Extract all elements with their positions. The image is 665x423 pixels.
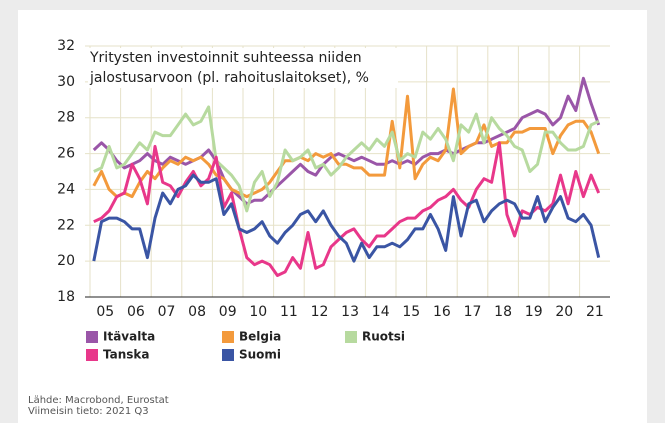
x-tick-label: 17 [464, 304, 482, 320]
legend-swatch [222, 349, 234, 361]
x-tick-label: 10 [249, 304, 267, 320]
series-line [92, 87, 601, 199]
y-tick-label: 20 [57, 253, 75, 269]
x-tick-label: 16 [433, 304, 451, 320]
x-tick-label: 15 [402, 304, 420, 320]
source-note: Lähde: Macrobond, Eurostat [28, 395, 169, 406]
y-tick-label: 26 [57, 146, 75, 162]
x-tick-label: 21 [586, 304, 604, 320]
y-tick-label: 22 [57, 217, 75, 233]
x-tick-label: 07 [158, 304, 176, 320]
chart-title: jalostusarvoon (pl. rahoituslaitokset), … [89, 70, 369, 86]
legend-label: Itävalta [103, 330, 155, 344]
x-tick-label: 05 [96, 304, 114, 320]
legend-swatch [86, 349, 98, 361]
legend-label: Suomi [239, 348, 281, 362]
x-tick-label: 12 [311, 304, 329, 320]
y-tick-label: 32 [57, 38, 75, 54]
legend-label: Belgia [239, 330, 281, 344]
legend-label: Tanska [103, 348, 150, 362]
x-tick-label: 14 [372, 304, 390, 320]
y-tick-label: 24 [57, 181, 75, 197]
chart-title: Yritysten investoinnit suhteessa niiden [89, 50, 362, 66]
series-line [92, 173, 601, 263]
source-note: Viimeisin tieto: 2021 Q3 [28, 406, 149, 417]
legend-label: Ruotsi [362, 330, 405, 344]
series-line [93, 105, 600, 213]
legend-swatch [86, 331, 98, 343]
y-tick-label: 18 [57, 289, 75, 305]
x-tick-label: 08 [188, 304, 206, 320]
legend-swatch [222, 331, 234, 343]
title-bg [88, 48, 398, 88]
series-line [93, 141, 601, 277]
x-tick-label: 06 [127, 304, 145, 320]
x-tick-label: 19 [525, 304, 543, 320]
x-tick-label: 13 [341, 304, 359, 320]
x-tick-label: 20 [555, 304, 573, 320]
x-tick-label: 18 [494, 304, 512, 320]
y-tick-label: 28 [57, 110, 75, 126]
x-tick-label: 11 [280, 304, 298, 320]
y-tick-label: 30 [57, 74, 75, 90]
x-tick-label: 09 [219, 304, 237, 320]
legend-swatch [345, 331, 357, 343]
